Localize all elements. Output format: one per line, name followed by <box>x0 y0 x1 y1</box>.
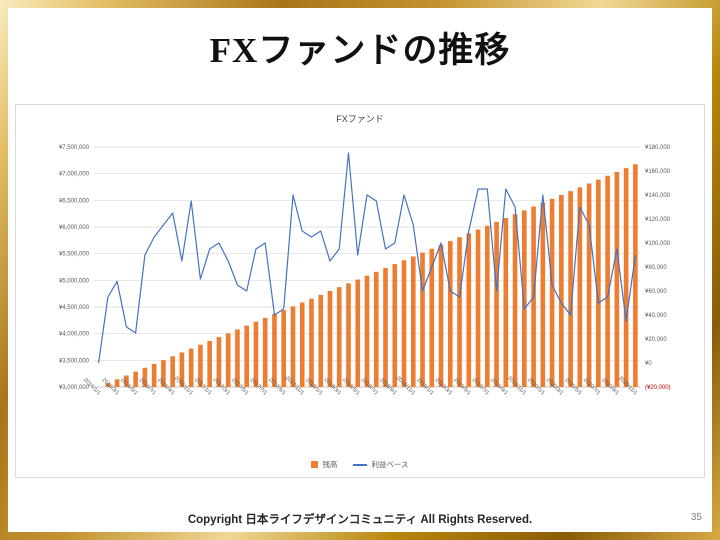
balance-bar <box>216 337 222 387</box>
balance-bar <box>225 333 231 387</box>
balance-bar <box>586 183 592 387</box>
left-axis-tick-label: ¥7,500,000 <box>59 145 90 151</box>
right-axis-tick-label: ¥140,000 <box>645 193 671 199</box>
balance-bar <box>484 225 490 387</box>
balance-bar <box>105 383 111 387</box>
balance-bar <box>605 175 610 387</box>
balance-bar <box>494 221 499 387</box>
balance-bar <box>244 325 250 387</box>
left-axis-tick-label: ¥6,500,000 <box>59 198 90 204</box>
left-axis-tick-label: ¥4,000,000 <box>59 332 90 338</box>
balance-bar <box>512 214 518 387</box>
balance-bar <box>392 264 398 387</box>
balance-bar <box>235 329 240 387</box>
balance-bar <box>281 310 287 387</box>
balance-bar <box>429 248 435 387</box>
balance-bar <box>438 244 444 387</box>
page-title: FXファンドの推移 <box>209 31 511 70</box>
left-axis-tick-label: ¥3,000,000 <box>59 385 90 391</box>
balance-bar <box>124 375 129 387</box>
balance-bar <box>309 298 314 387</box>
balance-bar <box>623 168 629 387</box>
left-axis-tick-label: ¥3,500,000 <box>59 358 90 364</box>
balance-bar <box>290 306 296 387</box>
balance-bar <box>364 275 370 387</box>
balance-bar <box>522 210 527 387</box>
right-axis-tick-label: ¥20,000 <box>645 337 667 343</box>
balance-bar <box>198 344 203 387</box>
legend-item-balance: 残高 <box>311 459 337 470</box>
balance-bar <box>170 356 175 387</box>
legend-item-profit: 利益ベース <box>353 459 409 470</box>
balance-bar <box>466 233 472 387</box>
right-axis-tick-label: ¥160,000 <box>645 169 671 175</box>
balance-bar <box>549 198 555 387</box>
balance-bar <box>420 252 425 387</box>
balance-bar <box>142 367 148 387</box>
profit-line <box>98 152 636 364</box>
balance-bar <box>253 321 259 387</box>
balance-bar <box>577 187 583 387</box>
balance-bar <box>373 271 379 387</box>
balance-bar <box>327 291 333 387</box>
balance-bar <box>262 317 268 387</box>
page-number: 35 <box>690 512 702 523</box>
balance-bar <box>633 164 638 387</box>
balance-bar <box>559 195 564 387</box>
left-axis-tick-label: ¥4,500,000 <box>59 305 90 311</box>
legend-label-balance: 残高 <box>322 460 338 469</box>
balance-bar <box>401 260 407 387</box>
balance-bar <box>346 283 351 387</box>
balance-bar <box>336 287 342 387</box>
balance-bar-swatch <box>311 461 319 468</box>
left-axis-tick-label: ¥5,000,000 <box>59 278 90 284</box>
right-axis-tick-label: ¥40,000 <box>645 313 667 319</box>
fx-fund-chart: ¥3,000,000 ¥3,500,000 ¥4,000,000 ¥4,500,000… <box>59 145 671 396</box>
balance-bar <box>133 371 138 387</box>
balance-bar <box>475 229 481 387</box>
balance-bar <box>410 256 416 387</box>
right-axis-tick-label: ¥80,000 <box>645 265 667 271</box>
balance-bar <box>596 179 601 387</box>
right-axis-tick-label: ¥60,000 <box>645 289 667 295</box>
left-axis-tick-label: ¥6,000,000 <box>59 225 90 231</box>
right-axis-tick-label: (¥20,000) <box>645 385 671 391</box>
balance-bar <box>568 191 573 387</box>
chart-panel: FXファンド ¥3,000,000 ¥3,500,000 ¥4,000,000 ¥4,… <box>15 104 705 478</box>
chart-legend: 残高 利益ベース <box>16 459 704 470</box>
right-axis-tick-label: ¥120,000 <box>645 217 671 223</box>
legend-label-profit: 利益ベース <box>371 460 409 469</box>
balance-bar <box>447 241 453 387</box>
slide-body: FXファンドの推移 FXファンド ¥3,000,000 ¥3,500,000 ¥4,… <box>8 8 712 532</box>
left-axis-tick-label: ¥7,000,000 <box>59 172 90 178</box>
balance-bar <box>540 202 546 387</box>
balance-bar <box>355 279 361 387</box>
balance-bar <box>161 360 166 387</box>
balance-bar <box>503 218 509 387</box>
balance-bar <box>272 314 277 387</box>
profit-line-swatch <box>353 463 368 466</box>
chart-title: FXファンド <box>336 114 384 124</box>
balance-bar <box>114 379 120 387</box>
right-axis-tick-label: ¥180,000 <box>645 145 671 151</box>
balance-bar <box>207 340 212 387</box>
balance-bar <box>188 348 194 387</box>
balance-bar <box>151 363 157 387</box>
balance-bar <box>318 294 324 387</box>
balance-bar <box>383 267 388 387</box>
left-axis-tick-label: ¥5,500,000 <box>59 252 90 258</box>
balance-bar <box>457 237 462 387</box>
right-axis-tick-label: ¥0 <box>645 361 652 367</box>
right-axis-tick-label: ¥100,000 <box>645 241 671 247</box>
balance-bar <box>614 171 620 387</box>
balance-bar <box>299 302 305 387</box>
balance-bar <box>179 352 185 387</box>
copyright-footer: Copyright 日本ライフデザインコミュニティ All Rights Res… <box>187 514 533 526</box>
